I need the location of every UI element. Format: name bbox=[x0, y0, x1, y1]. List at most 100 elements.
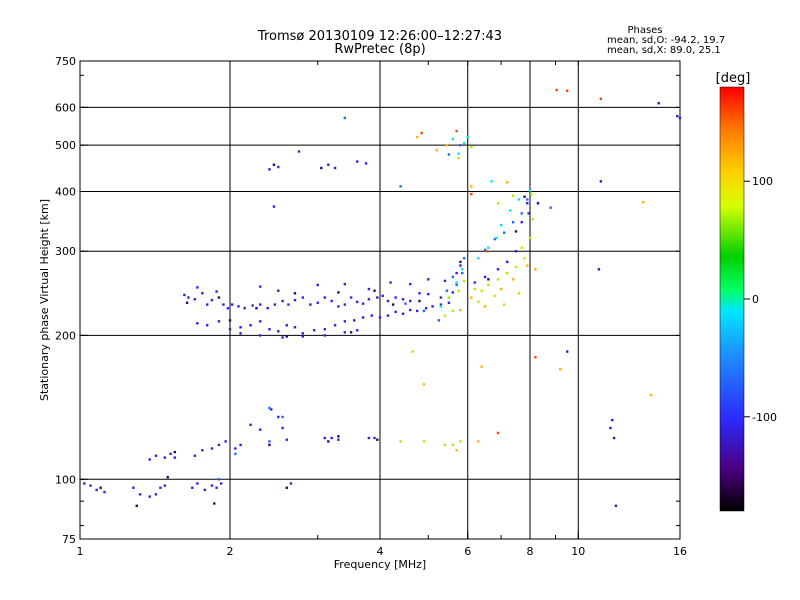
echo-point bbox=[217, 443, 221, 447]
echo-point bbox=[135, 504, 138, 508]
echo-point bbox=[483, 275, 487, 279]
echo-point bbox=[268, 328, 271, 331]
echo-point bbox=[281, 336, 284, 339]
echo-point bbox=[490, 180, 493, 183]
echo-point bbox=[281, 426, 284, 430]
echo-point bbox=[234, 452, 237, 456]
echo-point bbox=[327, 163, 330, 166]
echo-point bbox=[272, 163, 276, 166]
echo-point bbox=[401, 312, 405, 315]
echo-point bbox=[505, 181, 509, 184]
phase-stats-o: mean, sd,O: -94.2, 19.7 bbox=[607, 35, 725, 46]
echo-point bbox=[389, 281, 392, 284]
echo-point bbox=[301, 332, 305, 335]
echo-point bbox=[277, 165, 280, 169]
echo-point bbox=[239, 332, 242, 335]
echo-point bbox=[443, 443, 447, 447]
echo-point bbox=[517, 198, 521, 201]
echo-point bbox=[473, 287, 477, 291]
echo-point bbox=[255, 306, 258, 310]
colorbar-label: [deg] bbox=[716, 71, 751, 86]
echo-point bbox=[477, 440, 480, 443]
echo-point bbox=[230, 303, 234, 306]
echo-point bbox=[183, 293, 186, 297]
echo-point bbox=[496, 202, 500, 205]
echo-point bbox=[259, 334, 262, 337]
echo-point bbox=[520, 246, 523, 249]
echo-point bbox=[549, 206, 552, 209]
echo-point bbox=[343, 282, 347, 286]
echo-point bbox=[505, 260, 509, 264]
echo-point bbox=[445, 289, 449, 292]
echo-point bbox=[470, 192, 473, 196]
echo-point bbox=[499, 224, 503, 227]
echo-point bbox=[409, 299, 412, 303]
echo-point bbox=[228, 328, 232, 331]
echo-point bbox=[222, 303, 225, 306]
echo-point bbox=[293, 292, 297, 295]
echo-point bbox=[201, 449, 204, 452]
echo-point bbox=[459, 264, 462, 267]
data-points bbox=[83, 88, 682, 508]
echo-point bbox=[612, 436, 616, 440]
echo-point bbox=[266, 306, 269, 310]
echo-point bbox=[394, 310, 397, 314]
echo-point bbox=[495, 236, 498, 240]
echo-point bbox=[514, 250, 518, 253]
echo-point bbox=[337, 305, 340, 308]
echo-point bbox=[480, 365, 483, 368]
colorbar-tick-label: 0 bbox=[752, 293, 759, 306]
echo-point bbox=[649, 393, 653, 397]
echo-point bbox=[523, 195, 526, 198]
echo-point bbox=[239, 443, 242, 447]
echo-point bbox=[477, 257, 480, 260]
echo-point bbox=[268, 168, 271, 171]
echo-point bbox=[333, 324, 337, 327]
echo-point bbox=[83, 482, 86, 485]
echo-point bbox=[555, 88, 558, 92]
echo-point bbox=[447, 153, 451, 156]
echo-point bbox=[470, 185, 473, 188]
echo-point bbox=[502, 303, 506, 306]
echo-point bbox=[320, 166, 323, 170]
echo-point bbox=[343, 303, 347, 306]
echo-point bbox=[249, 423, 252, 427]
echo-point bbox=[455, 129, 458, 133]
echo-point bbox=[508, 209, 512, 212]
echo-point bbox=[520, 212, 523, 215]
echo-point bbox=[493, 294, 497, 298]
echo-point bbox=[367, 287, 371, 291]
echo-point bbox=[205, 324, 209, 327]
echo-point bbox=[451, 443, 455, 447]
echo-point bbox=[470, 146, 473, 149]
echo-point bbox=[370, 314, 373, 317]
echo-point bbox=[217, 296, 221, 299]
echo-point bbox=[217, 320, 221, 323]
echo-point bbox=[676, 114, 679, 118]
echo-point bbox=[461, 268, 464, 271]
echo-point bbox=[355, 329, 359, 332]
echo-point bbox=[323, 334, 327, 337]
echo-point bbox=[487, 278, 490, 281]
echo-point bbox=[609, 426, 612, 430]
echo-point bbox=[297, 150, 301, 153]
echo-point bbox=[418, 292, 421, 295]
echo-point bbox=[657, 102, 660, 105]
echo-point bbox=[459, 143, 462, 147]
y-tick-label: 100 bbox=[55, 473, 76, 486]
echo-point bbox=[459, 260, 462, 264]
echo-point bbox=[289, 482, 293, 485]
x-tick-label: 6 bbox=[464, 545, 471, 558]
echo-point bbox=[201, 292, 204, 295]
echo-point bbox=[514, 265, 518, 269]
echo-point bbox=[505, 271, 509, 275]
echo-point bbox=[364, 162, 368, 165]
echo-point bbox=[473, 281, 477, 284]
phase-stats-heading: Phases bbox=[627, 25, 662, 36]
echo-point bbox=[259, 285, 262, 288]
echo-point bbox=[485, 250, 488, 253]
echo-point bbox=[599, 180, 603, 183]
echo-point bbox=[312, 329, 316, 332]
colorbar-tick-label: 100 bbox=[752, 175, 773, 188]
echo-point bbox=[337, 291, 340, 294]
